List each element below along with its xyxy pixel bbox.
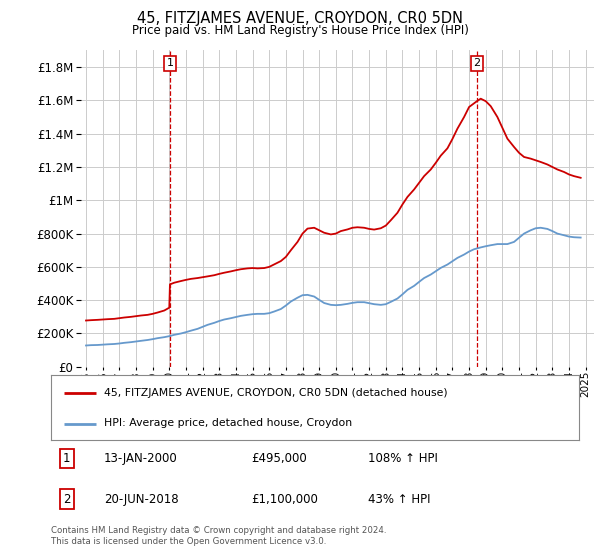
Text: 2: 2: [63, 493, 71, 506]
Text: HPI: Average price, detached house, Croydon: HPI: Average price, detached house, Croy…: [104, 418, 352, 428]
Text: £495,000: £495,000: [251, 452, 307, 465]
Text: 1: 1: [166, 58, 173, 68]
Text: 2: 2: [473, 58, 481, 68]
Text: Contains HM Land Registry data © Crown copyright and database right 2024.
This d: Contains HM Land Registry data © Crown c…: [51, 526, 386, 546]
Text: 45, FITZJAMES AVENUE, CROYDON, CR0 5DN (detached house): 45, FITZJAMES AVENUE, CROYDON, CR0 5DN (…: [104, 388, 448, 398]
Text: 108% ↑ HPI: 108% ↑ HPI: [368, 452, 437, 465]
Text: 20-JUN-2018: 20-JUN-2018: [104, 493, 178, 506]
Text: 45, FITZJAMES AVENUE, CROYDON, CR0 5DN: 45, FITZJAMES AVENUE, CROYDON, CR0 5DN: [137, 11, 463, 26]
Text: £1,100,000: £1,100,000: [251, 493, 319, 506]
Text: 13-JAN-2000: 13-JAN-2000: [104, 452, 178, 465]
Text: Price paid vs. HM Land Registry's House Price Index (HPI): Price paid vs. HM Land Registry's House …: [131, 24, 469, 36]
Text: 43% ↑ HPI: 43% ↑ HPI: [368, 493, 430, 506]
Text: 1: 1: [63, 452, 71, 465]
